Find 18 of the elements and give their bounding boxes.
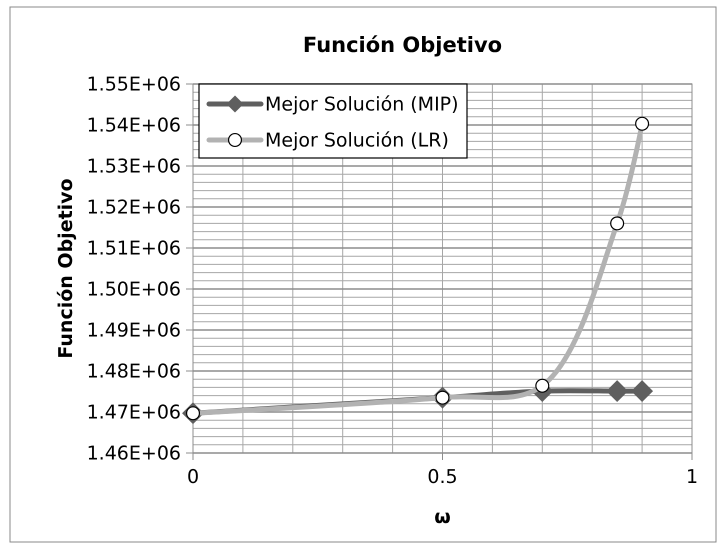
y-axis-title: Función Objetivo [55, 178, 77, 359]
y-tick-label: 1.51E+06 [86, 238, 181, 260]
x-tick-label: 0.5 [427, 466, 458, 488]
x-tick-label: 0 [186, 466, 200, 488]
chart-title: Función Objetivo [302, 33, 502, 57]
y-tick-label: 1.52E+06 [86, 196, 181, 219]
y-tick-label: 1.49E+06 [86, 320, 181, 342]
y-tick-label: 1.48E+06 [86, 360, 181, 383]
y-tick-label: 1.55E+06 [86, 74, 181, 96]
x-axis-title: ω [434, 506, 451, 528]
y-tick-label: 1.46E+06 [86, 442, 181, 465]
y-tick-label: 1.53E+06 [86, 156, 181, 178]
x-tick-label: 1 [686, 466, 698, 488]
legend-label: Mejor Solución (LR) [265, 130, 449, 152]
y-tick-label: 1.54E+06 [86, 114, 181, 137]
legend-label: Mejor Solución (MIP) [265, 94, 459, 116]
y-tick-label: 1.50E+06 [86, 278, 181, 301]
y-tick-label: 1.47E+06 [86, 402, 181, 424]
